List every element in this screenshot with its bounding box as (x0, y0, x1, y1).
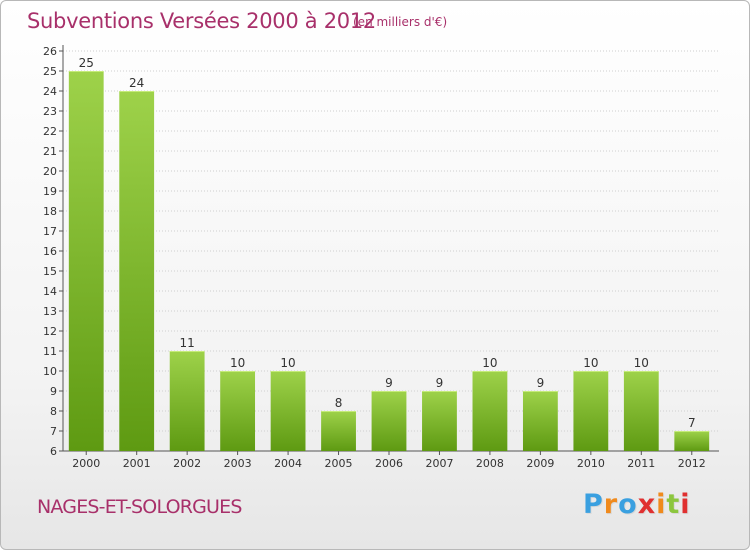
x-tick-label-2010: 2010 (577, 457, 605, 470)
x-tick-label-2003: 2003 (224, 457, 252, 470)
x-tick-label-2006: 2006 (375, 457, 403, 470)
chart-title: Subventions Versées 2000 à 2012 (27, 9, 376, 33)
bar-2008 (472, 371, 508, 451)
logo-letter: t (666, 489, 681, 520)
bar-2007 (422, 391, 457, 451)
y-tick-label: 7 (50, 425, 57, 438)
y-tick-label: 17 (43, 225, 57, 238)
logo-letter: r (603, 489, 619, 520)
y-tick-label: 6 (50, 445, 57, 458)
x-tick-label-2011: 2011 (627, 457, 655, 470)
bar-2003 (220, 371, 256, 451)
chart-subtitle: (en milliers d'€) (353, 15, 448, 29)
x-tick-label-2008: 2008 (476, 457, 504, 470)
logo-letter: i (656, 489, 667, 520)
logo-letter: x (637, 489, 657, 520)
value-label-2000: 25 (79, 56, 94, 70)
y-tick-label: 13 (43, 305, 57, 318)
x-tick-label-2004: 2004 (274, 457, 302, 470)
bar-2010 (573, 371, 609, 451)
bar-2011 (623, 371, 659, 451)
x-tick-label-2001: 2001 (123, 457, 151, 470)
y-tick-label: 20 (43, 165, 57, 178)
y-tick-label: 19 (43, 185, 57, 198)
x-tick-label-2012: 2012 (678, 457, 706, 470)
y-tick-label: 24 (43, 85, 57, 98)
x-tick-label-2002: 2002 (173, 457, 201, 470)
value-label-2004: 10 (280, 356, 295, 370)
y-tick-label: 11 (43, 345, 57, 358)
value-label-2007: 9 (436, 376, 444, 390)
value-label-2010: 10 (583, 356, 598, 370)
value-label-2009: 9 (537, 376, 545, 390)
y-tick-label: 16 (43, 245, 57, 258)
value-label-2008: 10 (482, 356, 497, 370)
y-tick-label: 14 (43, 285, 57, 298)
logo-letter: i (680, 489, 691, 520)
grid-lines (63, 50, 719, 452)
value-label-2002: 11 (180, 336, 195, 350)
bar-2002 (169, 351, 205, 451)
x-tick-label-2000: 2000 (72, 457, 100, 470)
x-tick-label-2007: 2007 (425, 457, 453, 470)
bar-2009 (522, 391, 558, 451)
bar-2006 (371, 391, 407, 451)
labels: 6 7 8 9 10 11 12 13 14 15 16 17 18 19 20 21 22 23 24 25 26 25… (43, 45, 706, 470)
y-tick-label: 8 (50, 405, 57, 418)
y-tick-label: 25 (43, 65, 57, 78)
y-tick-label: 23 (43, 105, 57, 118)
y-tick-label: 21 (43, 145, 57, 158)
y-tick-label: 15 (43, 265, 57, 278)
logo-letter: o (618, 489, 638, 520)
value-label-2006: 9 (385, 376, 393, 390)
value-label-2005: 8 (335, 396, 343, 410)
y-tick-label: 26 (43, 45, 57, 58)
y-tick-label: 9 (50, 385, 57, 398)
x-tick-label-2009: 2009 (526, 457, 554, 470)
location-name: NAGES-ET-SOLORGUES (37, 496, 242, 518)
logo-letter: P (583, 489, 604, 520)
value-label-2001: 24 (129, 76, 144, 90)
y-tick-label: 10 (43, 365, 57, 378)
value-label-2012: 7 (688, 416, 696, 430)
value-label-2003: 10 (230, 356, 245, 370)
bar-2001 (119, 91, 155, 451)
x-tick-label-2005: 2005 (325, 457, 353, 470)
value-label-2011: 10 (634, 356, 649, 370)
y-tick-label: 18 (43, 205, 57, 218)
bars (68, 71, 710, 451)
bar-2012 (674, 431, 710, 451)
proxiti-logo: Proxiti (583, 489, 691, 520)
bar-2000 (68, 71, 104, 451)
bar-2004 (270, 371, 306, 451)
bar-2005 (321, 411, 356, 451)
y-tick-label: 22 (43, 125, 57, 138)
y-tick-label: 12 (43, 325, 57, 338)
